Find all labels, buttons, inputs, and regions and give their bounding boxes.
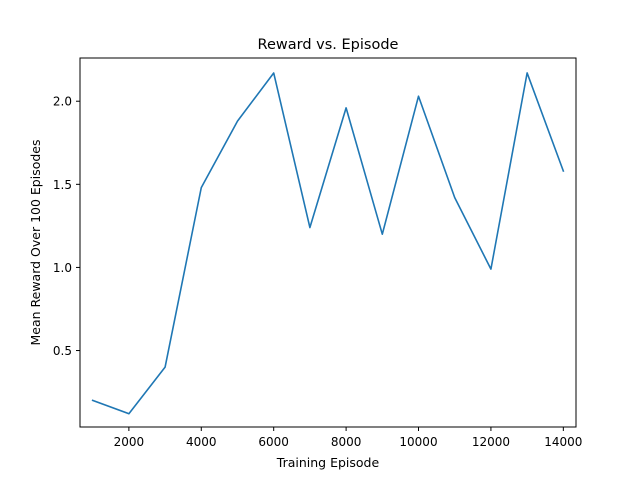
chart-title: Reward vs. Episode bbox=[258, 37, 399, 53]
x-tick-label: 14000 bbox=[544, 435, 582, 449]
x-tick-label: 12000 bbox=[472, 435, 510, 449]
y-axis-ticks: 0.5 1.0 1.5 2.0 bbox=[53, 95, 80, 358]
x-tick-label: 8000 bbox=[331, 435, 362, 449]
y-tick-label: 1.0 bbox=[53, 261, 72, 275]
x-tick-label: 4000 bbox=[186, 435, 217, 449]
plot-area bbox=[91, 72, 565, 415]
y-axis-label: Mean Reward Over 100 Episodes bbox=[28, 139, 43, 345]
x-axis-ticks: 2000 4000 6000 8000 10000 12000 14000 bbox=[114, 427, 582, 449]
series-line-1 bbox=[91, 72, 565, 415]
y-tick-label: 1.5 bbox=[53, 178, 72, 192]
y-tick-label: 0.5 bbox=[53, 344, 72, 358]
x-tick-label: 10000 bbox=[399, 435, 437, 449]
x-tick-label: 2000 bbox=[114, 435, 145, 449]
x-axis-label: Training Episode bbox=[276, 455, 380, 470]
x-tick-label: 6000 bbox=[258, 435, 289, 449]
axes-frame bbox=[79, 57, 577, 428]
y-tick-label: 2.0 bbox=[53, 95, 72, 109]
